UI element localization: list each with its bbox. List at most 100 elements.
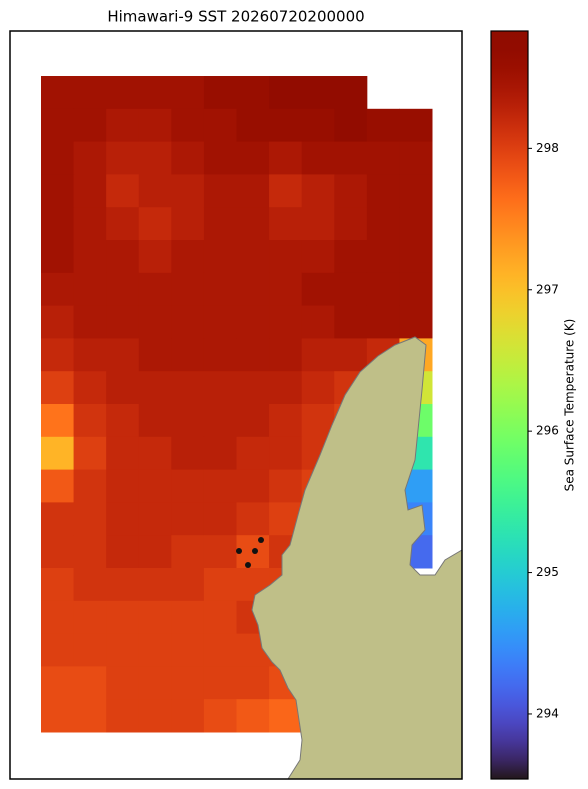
- heat-cell: [41, 600, 75, 635]
- heat-cell: [269, 108, 303, 143]
- heat-cell: [301, 240, 335, 274]
- heat-cell: [73, 76, 107, 110]
- heat-cell: [138, 338, 172, 372]
- heat-cell: [138, 568, 172, 602]
- heat-cell: [203, 207, 237, 241]
- station: [258, 537, 264, 543]
- stations: [236, 537, 264, 568]
- heat-cell: [106, 108, 140, 143]
- heat-cell: [301, 338, 335, 372]
- heat-cell: [203, 371, 237, 405]
- heat-cell: [203, 535, 237, 569]
- heat-cell: [399, 207, 433, 241]
- heat-cell: [73, 207, 107, 241]
- heat-cell: [41, 404, 75, 438]
- heat-cell: [269, 272, 303, 307]
- heat-cell: [334, 76, 368, 110]
- heat-cell: [41, 207, 75, 241]
- heat-cell: [106, 76, 140, 110]
- heat-cell: [236, 305, 270, 339]
- heat-cell: [203, 272, 237, 307]
- heat-cell: [106, 141, 140, 175]
- heat-cell: [334, 240, 368, 274]
- heat-cell: [301, 305, 335, 339]
- heat-cell: [236, 207, 270, 241]
- heat-cell: [73, 436, 107, 471]
- heat-cell: [269, 305, 303, 339]
- heat-cell: [106, 535, 140, 569]
- heat-cell: [106, 699, 140, 733]
- heat-cell: [171, 305, 205, 339]
- heat-cell: [171, 272, 205, 307]
- heat-cell: [138, 404, 172, 438]
- heat-cell: [73, 404, 107, 438]
- colorbar-tick-label: 297: [536, 282, 559, 296]
- heat-cell: [236, 502, 270, 536]
- heat-cell: [106, 404, 140, 438]
- colorbar-tick-label: 298: [536, 141, 559, 155]
- heat-cell: [399, 141, 433, 175]
- heat-cell: [73, 338, 107, 372]
- heat-cell: [41, 371, 75, 405]
- station: [245, 562, 251, 568]
- station: [252, 548, 258, 554]
- heat-cell: [138, 600, 172, 635]
- heat-cell: [334, 338, 368, 372]
- heat-cell: [171, 338, 205, 372]
- heat-cell: [203, 404, 237, 438]
- heat-cell: [171, 76, 205, 110]
- heat-cell: [203, 436, 237, 471]
- heat-cell: [236, 174, 270, 208]
- heat-cell: [301, 141, 335, 175]
- colorbar: [490, 30, 529, 780]
- heat-cell: [171, 633, 205, 667]
- heat-cell: [73, 108, 107, 143]
- heat-cell: [236, 240, 270, 274]
- heat-cell: [171, 535, 205, 569]
- heat-cell: [41, 568, 75, 602]
- heat-cell: [73, 469, 107, 503]
- heat-cell: [236, 666, 270, 700]
- heat-cell: [106, 338, 140, 372]
- heat-cell: [236, 141, 270, 175]
- heat-cell: [41, 108, 75, 143]
- heat-cell: [41, 272, 75, 307]
- heat-cell: [41, 76, 75, 110]
- heat-cell: [171, 600, 205, 635]
- heat-cell: [138, 305, 172, 339]
- heat-cell: [236, 469, 270, 503]
- heat-cell: [334, 141, 368, 175]
- heat-cell: [203, 141, 237, 175]
- heat-cell: [73, 141, 107, 175]
- heat-cell: [73, 502, 107, 536]
- heat-cell: [106, 272, 140, 307]
- heat-cell: [138, 76, 172, 110]
- heat-cell: [138, 108, 172, 143]
- heat-cell: [41, 305, 75, 339]
- heat-cell: [41, 240, 75, 274]
- heat-cell: [301, 272, 335, 307]
- heat-cell: [138, 371, 172, 405]
- heat-cell: [41, 633, 75, 667]
- heat-cell: [203, 305, 237, 339]
- heat-cell: [399, 305, 433, 339]
- heat-cell: [269, 404, 303, 438]
- heat-cell: [171, 207, 205, 241]
- heat-cell: [399, 272, 433, 307]
- heat-cell: [334, 174, 368, 208]
- heat-cell: [334, 108, 368, 143]
- heat-cell: [106, 568, 140, 602]
- heat-cell: [138, 207, 172, 241]
- heat-cell: [301, 174, 335, 208]
- heat-cell: [138, 699, 172, 733]
- heat-cell: [73, 174, 107, 208]
- heat-cell: [203, 174, 237, 208]
- heat-cell: [138, 633, 172, 667]
- heat-cell: [236, 76, 270, 110]
- heat-cell: [203, 338, 237, 372]
- heat-cell: [269, 141, 303, 175]
- station: [236, 548, 242, 554]
- heat-cell: [399, 240, 433, 274]
